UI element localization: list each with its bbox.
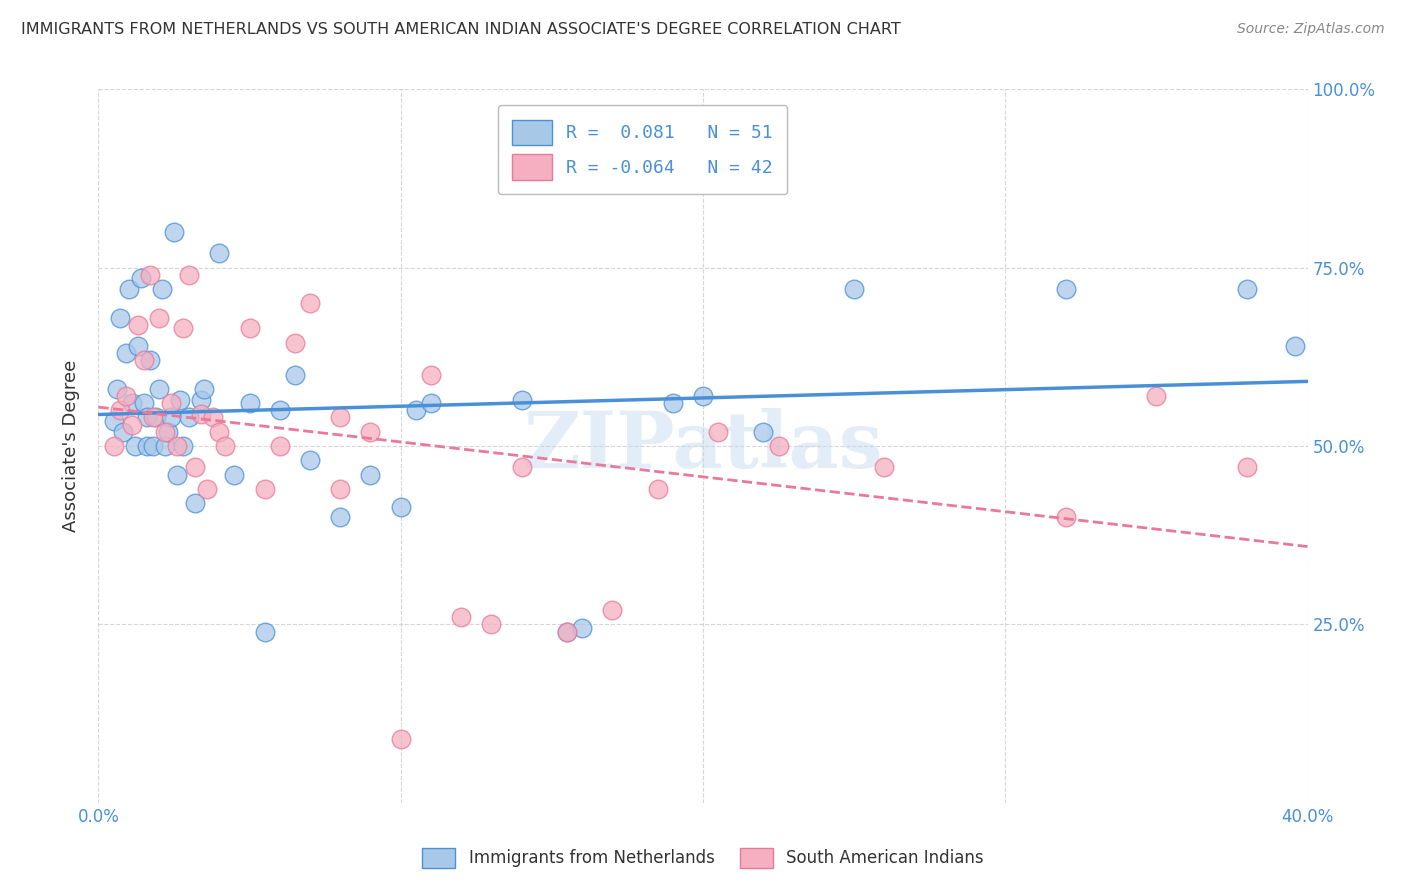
Point xyxy=(481,617,503,632)
Point xyxy=(172,439,194,453)
Point xyxy=(142,410,165,425)
Point xyxy=(1236,460,1258,475)
Point xyxy=(111,425,134,439)
Point xyxy=(768,439,790,453)
Point xyxy=(135,439,157,453)
Point xyxy=(148,310,170,325)
Point xyxy=(360,425,382,439)
Point xyxy=(114,389,136,403)
Point xyxy=(108,310,131,325)
Point xyxy=(844,282,866,296)
Point xyxy=(163,225,186,239)
Point xyxy=(692,389,714,403)
Point xyxy=(114,346,136,360)
Point xyxy=(103,414,125,428)
Point xyxy=(105,382,128,396)
Point xyxy=(647,482,669,496)
Point xyxy=(153,425,176,439)
Point xyxy=(420,368,443,382)
Point xyxy=(284,368,307,382)
Point xyxy=(450,610,472,624)
Point xyxy=(253,482,276,496)
Point xyxy=(405,403,427,417)
Point xyxy=(190,407,212,421)
Point xyxy=(510,392,533,407)
Point xyxy=(389,500,412,514)
Point xyxy=(166,439,188,453)
Point xyxy=(150,282,173,296)
Text: IMMIGRANTS FROM NETHERLANDS VS SOUTH AMERICAN INDIAN ASSOCIATE'S DEGREE CORRELAT: IMMIGRANTS FROM NETHERLANDS VS SOUTH AME… xyxy=(21,22,901,37)
Point xyxy=(571,621,593,635)
Point xyxy=(118,282,141,296)
Point xyxy=(299,296,322,310)
Point xyxy=(360,467,382,482)
Point xyxy=(224,467,246,482)
Point xyxy=(124,439,146,453)
Point xyxy=(329,482,352,496)
Point xyxy=(127,318,149,332)
Point xyxy=(253,624,276,639)
Point xyxy=(602,603,624,617)
Point xyxy=(160,410,183,425)
Point xyxy=(1054,282,1077,296)
Point xyxy=(169,392,191,407)
Point xyxy=(707,425,730,439)
Text: ZIPatlas: ZIPatlas xyxy=(523,408,883,484)
Point xyxy=(329,410,352,425)
Point xyxy=(135,410,157,425)
Point xyxy=(269,439,291,453)
Point xyxy=(420,396,443,410)
Point xyxy=(121,417,143,432)
Point xyxy=(1284,339,1306,353)
Point xyxy=(195,482,218,496)
Point xyxy=(172,321,194,335)
Point xyxy=(108,403,131,417)
Point xyxy=(873,460,896,475)
Point xyxy=(284,335,307,350)
Point xyxy=(1144,389,1167,403)
Point xyxy=(752,425,775,439)
Point xyxy=(129,271,152,285)
Point xyxy=(662,396,685,410)
Point xyxy=(214,439,236,453)
Point xyxy=(121,396,143,410)
Point xyxy=(269,403,291,417)
Point xyxy=(239,396,262,410)
Point xyxy=(142,439,165,453)
Point xyxy=(132,396,155,410)
Point xyxy=(555,624,578,639)
Point xyxy=(193,382,215,396)
Point xyxy=(139,353,162,368)
Legend: Immigrants from Netherlands, South American Indians: Immigrants from Netherlands, South Ameri… xyxy=(415,841,991,875)
Point xyxy=(389,731,412,746)
Point xyxy=(156,425,179,439)
Point xyxy=(1054,510,1077,524)
Point xyxy=(103,439,125,453)
Point xyxy=(132,353,155,368)
Point xyxy=(148,382,170,396)
Point xyxy=(299,453,322,467)
Point xyxy=(555,624,578,639)
Point xyxy=(153,439,176,453)
Point xyxy=(184,496,207,510)
Point xyxy=(239,321,262,335)
Legend: R =  0.081   N = 51, R = -0.064   N = 42: R = 0.081 N = 51, R = -0.064 N = 42 xyxy=(498,105,787,194)
Point xyxy=(184,460,207,475)
Point xyxy=(139,268,162,282)
Y-axis label: Associate's Degree: Associate's Degree xyxy=(62,359,80,533)
Point xyxy=(329,510,352,524)
Point xyxy=(1236,282,1258,296)
Point xyxy=(510,460,533,475)
Point xyxy=(145,410,167,425)
Point xyxy=(202,410,225,425)
Point xyxy=(160,396,183,410)
Point xyxy=(166,467,188,482)
Point xyxy=(179,268,201,282)
Point xyxy=(190,392,212,407)
Point xyxy=(208,425,231,439)
Point xyxy=(208,246,231,260)
Point xyxy=(179,410,201,425)
Text: Source: ZipAtlas.com: Source: ZipAtlas.com xyxy=(1237,22,1385,37)
Point xyxy=(127,339,149,353)
